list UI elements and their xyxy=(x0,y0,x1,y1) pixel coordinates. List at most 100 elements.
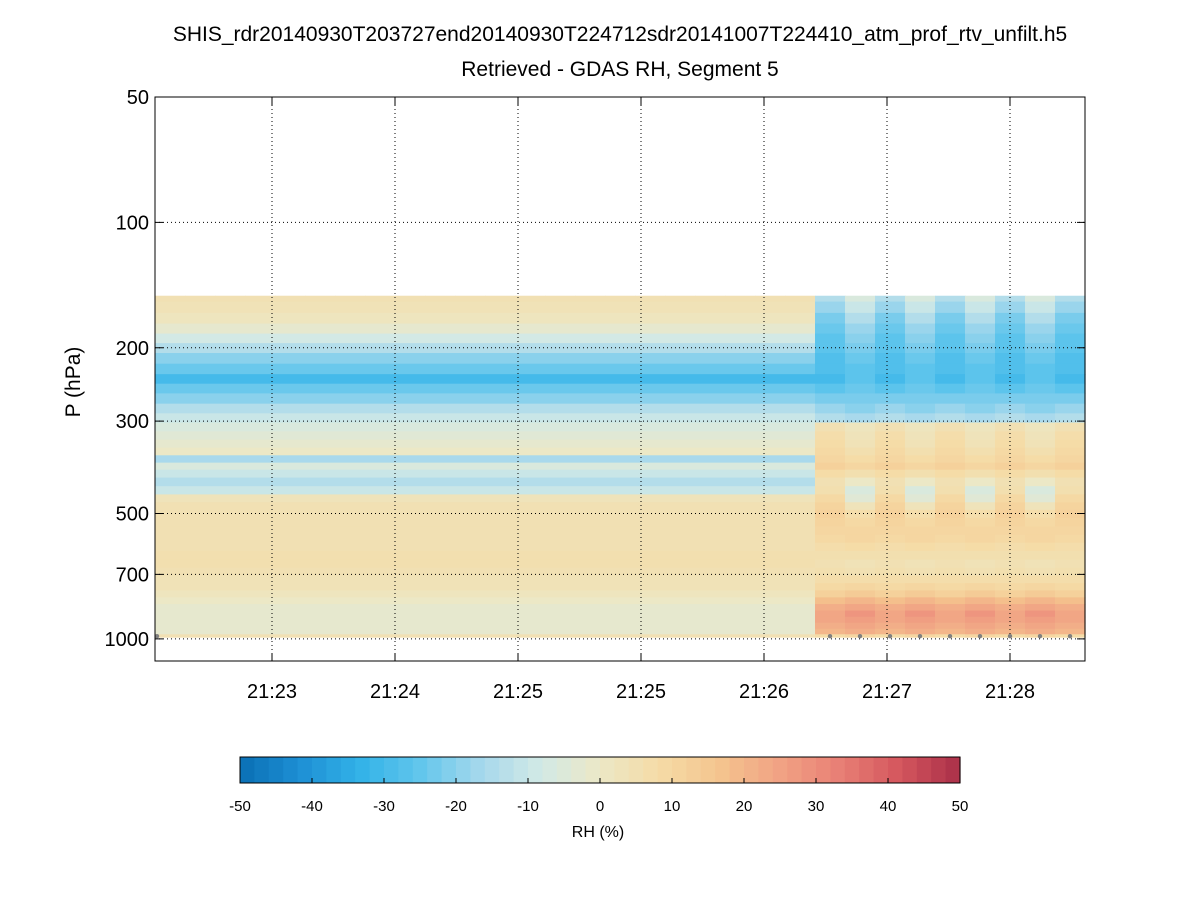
heatmap-cell xyxy=(755,422,786,432)
heatmap-cell xyxy=(425,567,456,577)
colorbar-segment xyxy=(729,757,745,783)
heatmap-cell xyxy=(515,534,546,544)
heatmap-cell xyxy=(635,634,666,638)
heatmap-cell xyxy=(845,583,876,591)
heatmap-cell xyxy=(275,494,306,503)
heatmap-cell xyxy=(185,333,216,344)
heatmap-cell xyxy=(725,486,756,496)
heatmap-cell xyxy=(965,439,996,449)
heatmap-cell xyxy=(935,462,966,471)
heatmap-cell xyxy=(635,295,666,303)
heatmap-cell xyxy=(635,559,666,569)
heatmap-cell xyxy=(725,622,756,630)
heatmap-cell xyxy=(545,486,576,496)
heatmap-cell xyxy=(1025,312,1056,325)
heatmap-cell xyxy=(995,509,1026,519)
heatmap-cell xyxy=(965,455,996,464)
heatmap-cell xyxy=(1025,323,1056,335)
colorbar-segment xyxy=(715,757,731,783)
heatmap-cell xyxy=(695,383,726,394)
heatmap-cell xyxy=(1025,590,1056,598)
heatmap-cell xyxy=(875,622,906,630)
heatmap-cell xyxy=(935,413,966,424)
heatmap-cell xyxy=(455,422,486,432)
heatmap-cell xyxy=(635,312,666,325)
heatmap-cell xyxy=(155,534,186,544)
colorbar-segment xyxy=(384,757,399,783)
heatmap-cell xyxy=(785,550,816,561)
heatmap-cell xyxy=(725,422,756,432)
heatmap-cell xyxy=(605,622,636,630)
heatmap-cell xyxy=(365,374,396,385)
colorbar-segment xyxy=(772,757,788,783)
heatmap-cell xyxy=(155,413,186,424)
heatmap-cell xyxy=(875,363,906,375)
heatmap-cell xyxy=(245,383,276,394)
heatmap-cell xyxy=(815,610,846,618)
heatmap-cell xyxy=(485,477,516,487)
heatmap-cell xyxy=(545,509,576,519)
heatmap-cell xyxy=(815,439,846,449)
heatmap-cell xyxy=(575,353,606,365)
heatmap-cell xyxy=(395,494,426,503)
heatmap-cell xyxy=(815,616,846,624)
heatmap-cell xyxy=(845,447,876,456)
heatmap-cell xyxy=(425,575,456,584)
heatmap-cell xyxy=(935,526,966,536)
heatmap-cell xyxy=(725,413,756,424)
heatmap-cell xyxy=(215,477,246,487)
heatmap-cell xyxy=(305,383,336,394)
heatmap-cell xyxy=(875,343,906,354)
heatmap-cell xyxy=(455,597,486,605)
heatmap-cell xyxy=(245,374,276,385)
heatmap-cell xyxy=(575,403,606,414)
heatmap-cell xyxy=(1025,343,1056,354)
heatmap-cell xyxy=(335,616,366,624)
heatmap-cell xyxy=(935,333,966,344)
heatmap-cell xyxy=(155,431,186,441)
heatmap-cell xyxy=(605,509,636,519)
heatmap-cell xyxy=(185,634,216,638)
heatmap-cell xyxy=(515,343,546,354)
heatmap-cell xyxy=(365,616,396,624)
heatmap-cell xyxy=(695,469,726,479)
heatmap-cell xyxy=(545,323,576,335)
heatmap-cell xyxy=(515,477,546,487)
heatmap-cell xyxy=(635,597,666,605)
heatmap-cell xyxy=(635,413,666,424)
heatmap-cell xyxy=(395,597,426,605)
y-tick-label: 50 xyxy=(127,87,149,109)
heatmap-cell xyxy=(185,622,216,630)
heatmap-cell xyxy=(305,343,336,354)
heatmap-cell xyxy=(665,559,696,569)
heatmap-cell xyxy=(365,447,396,456)
heatmap-cell xyxy=(725,616,756,624)
colorbar-segment xyxy=(412,757,428,783)
heatmap-cell xyxy=(395,301,426,314)
heatmap-cell xyxy=(935,583,966,591)
heatmap-cell xyxy=(905,502,936,511)
heatmap-cell xyxy=(545,469,576,479)
heatmap-cell xyxy=(275,559,306,569)
heatmap-cell xyxy=(365,301,396,314)
heatmap-cell xyxy=(935,534,966,544)
heatmap-cell xyxy=(995,477,1026,487)
heatmap-cell xyxy=(725,312,756,325)
heatmap-cell xyxy=(425,494,456,503)
heatmap-cell xyxy=(185,462,216,471)
heatmap-cell xyxy=(365,422,396,432)
heatmap-cell xyxy=(665,323,696,335)
heatmap-cell xyxy=(995,333,1026,344)
heatmap-cell xyxy=(905,333,936,344)
heatmap-cell xyxy=(155,477,186,487)
heatmap-cell xyxy=(395,455,426,464)
heatmap-cell xyxy=(815,567,846,577)
heatmap-cell xyxy=(485,469,516,479)
heatmap-cell xyxy=(455,567,486,577)
heatmap-cell xyxy=(485,301,516,314)
colorbar-segment xyxy=(355,757,371,783)
heatmap-cell xyxy=(665,462,696,471)
heatmap-cell xyxy=(605,353,636,365)
heatmap-cell xyxy=(995,550,1026,561)
heatmap-cell xyxy=(215,534,246,544)
